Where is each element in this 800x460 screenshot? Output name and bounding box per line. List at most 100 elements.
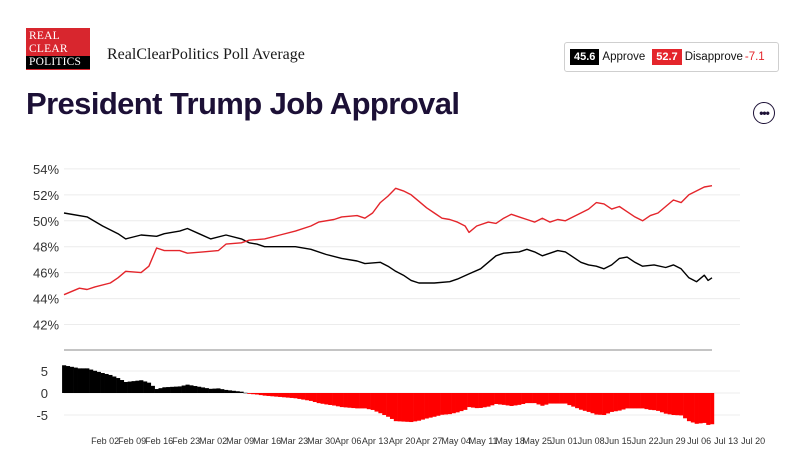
spread-bar	[389, 393, 395, 419]
spread-bar	[374, 393, 379, 412]
spread-bar	[648, 393, 653, 410]
spread-bar	[312, 393, 317, 403]
spread-chart-bars	[62, 365, 715, 425]
spread-bar	[239, 391, 244, 393]
spread-bar	[289, 393, 294, 398]
spread-bar	[571, 393, 576, 407]
spread-bar	[112, 376, 117, 393]
spread-bar	[216, 388, 221, 393]
x-tick-label: Mar 23	[280, 436, 308, 446]
spread-bar	[625, 393, 630, 409]
x-tick-label: Feb 16	[145, 436, 173, 446]
more-options-button[interactable]: •••	[753, 102, 775, 124]
spread-bar	[659, 393, 665, 413]
spread-bar	[393, 393, 398, 422]
x-tick-label: May 25	[522, 436, 552, 446]
spread-bar	[505, 393, 510, 406]
spread-bar	[278, 393, 283, 397]
spread-bar	[339, 393, 344, 408]
x-tick-label: Mar 30	[307, 436, 335, 446]
disapprove-label: Disapprove	[684, 51, 743, 63]
spread-bar	[351, 393, 356, 409]
spread-bar	[652, 393, 657, 411]
spread-bar	[405, 393, 410, 422]
x-tick-label: May 18	[495, 436, 525, 446]
spread-bar	[617, 393, 622, 411]
x-tick-label: Jun 01	[551, 436, 578, 446]
spread-bar	[158, 388, 163, 393]
spread-bar	[320, 393, 325, 404]
x-tick-label: Jun 15	[605, 436, 632, 446]
spread-bar	[470, 393, 476, 408]
spread-bar	[694, 393, 699, 424]
spread-bar	[644, 393, 649, 410]
spread-bar	[686, 393, 692, 422]
spread-bar	[640, 393, 645, 409]
legend-box: 45.6 Approve 52.7 Disapprove -7.1	[564, 42, 779, 72]
page-title: President Trump Job Approval	[26, 86, 460, 121]
spread-bar	[247, 393, 252, 394]
spread-bar	[324, 393, 329, 405]
spread-bar	[401, 393, 406, 422]
main-chart-lines	[63, 185, 713, 296]
spread-bar	[281, 393, 287, 398]
spread-bar	[166, 387, 171, 393]
spread-bar	[224, 389, 229, 393]
spread-bar	[463, 393, 468, 410]
spread-bar	[274, 393, 279, 397]
spread-bar	[482, 393, 487, 408]
main-chart-gridlines	[64, 168, 740, 326]
spread-bar	[509, 393, 514, 406]
spread-bar	[667, 393, 672, 415]
spread-bar	[521, 393, 526, 404]
y-tick-label: 48%	[33, 240, 59, 255]
spread-value: -7.1	[744, 51, 765, 63]
rcp-logo[interactable]: REAL CLEAR POLITICS	[26, 28, 90, 70]
x-tick-label: Mar 16	[253, 436, 281, 446]
x-tick-label: Jul 06	[687, 436, 711, 446]
spread-bar	[108, 374, 113, 393]
spread-bar	[362, 393, 368, 409]
spread-bar	[62, 365, 67, 393]
spread-bar	[409, 393, 414, 423]
spread-bar	[621, 393, 626, 410]
logo-line-3: POLITICS	[26, 56, 90, 69]
spread-y-tick-label: 0	[41, 386, 48, 401]
x-tick-label: Apr 06	[335, 436, 362, 446]
y-tick-label: 52%	[33, 188, 59, 203]
spread-bar	[146, 382, 152, 393]
series-line-approve	[63, 212, 713, 284]
spread-bar	[424, 393, 429, 419]
spread-bar	[528, 393, 533, 404]
spread-bar	[243, 392, 248, 394]
spread-bar	[443, 393, 449, 415]
spread-bar	[420, 393, 425, 420]
spread-bar	[378, 393, 383, 414]
x-tick-label: Apr 27	[416, 436, 443, 446]
logo-line-1: REAL	[29, 30, 60, 42]
spread-y-tick-label: -5	[36, 408, 48, 423]
spread-bar	[359, 393, 364, 409]
spread-bar	[578, 393, 584, 410]
spread-bar	[328, 393, 333, 405]
spread-bar	[548, 393, 553, 404]
y-tick-label: 50%	[33, 214, 59, 229]
spread-bar	[524, 393, 530, 404]
y-tick-label: 44%	[33, 292, 59, 307]
spread-bar	[81, 368, 86, 393]
x-tick-label: Apr 13	[362, 436, 389, 446]
spread-bar	[293, 393, 298, 399]
spread-bar	[131, 381, 136, 393]
x-tick-label: Jul 20	[741, 436, 765, 446]
spread-bar	[451, 393, 456, 414]
spread-bar	[285, 393, 290, 398]
spread-bar	[335, 393, 341, 407]
spread-bar	[413, 393, 418, 422]
spread-bar	[567, 393, 572, 406]
spread-bar	[710, 393, 715, 425]
spread-bar	[254, 393, 260, 395]
spread-bar	[77, 368, 82, 393]
spread-bar	[656, 393, 661, 411]
spread-bar	[89, 369, 94, 393]
